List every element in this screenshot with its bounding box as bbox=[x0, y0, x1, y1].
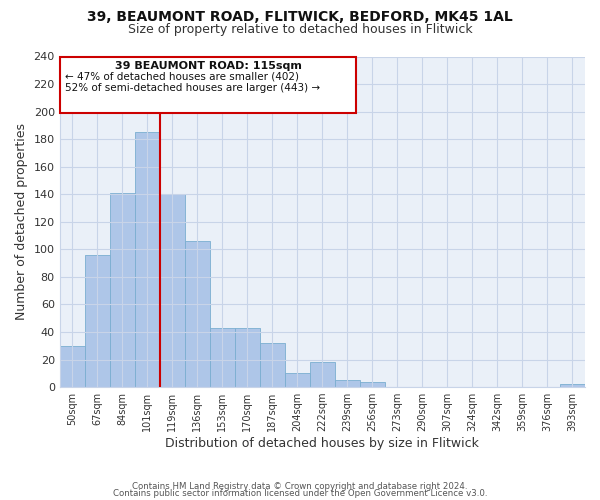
Text: Contains public sector information licensed under the Open Government Licence v3: Contains public sector information licen… bbox=[113, 490, 487, 498]
Bar bbox=[335, 380, 360, 387]
Bar bbox=[135, 132, 160, 387]
Bar bbox=[260, 343, 285, 387]
Y-axis label: Number of detached properties: Number of detached properties bbox=[15, 124, 28, 320]
Bar bbox=[110, 193, 135, 387]
Text: 39, BEAUMONT ROAD, FLITWICK, BEDFORD, MK45 1AL: 39, BEAUMONT ROAD, FLITWICK, BEDFORD, MK… bbox=[87, 10, 513, 24]
Text: Contains HM Land Registry data © Crown copyright and database right 2024.: Contains HM Land Registry data © Crown c… bbox=[132, 482, 468, 491]
X-axis label: Distribution of detached houses by size in Flitwick: Distribution of detached houses by size … bbox=[166, 437, 479, 450]
Text: 52% of semi-detached houses are larger (443) →: 52% of semi-detached houses are larger (… bbox=[65, 83, 320, 93]
Text: Size of property relative to detached houses in Flitwick: Size of property relative to detached ho… bbox=[128, 22, 472, 36]
Bar bbox=[210, 328, 235, 387]
Bar bbox=[285, 374, 310, 387]
Bar bbox=[560, 384, 585, 387]
Text: ← 47% of detached houses are smaller (402): ← 47% of detached houses are smaller (40… bbox=[65, 72, 299, 82]
Bar bbox=[59, 346, 85, 387]
FancyBboxPatch shape bbox=[59, 56, 356, 112]
Bar bbox=[185, 241, 210, 387]
Text: 39 BEAUMONT ROAD: 115sqm: 39 BEAUMONT ROAD: 115sqm bbox=[115, 62, 302, 72]
Bar bbox=[360, 382, 385, 387]
Bar bbox=[235, 328, 260, 387]
Bar bbox=[85, 255, 110, 387]
Bar bbox=[310, 362, 335, 387]
Bar bbox=[160, 194, 185, 387]
